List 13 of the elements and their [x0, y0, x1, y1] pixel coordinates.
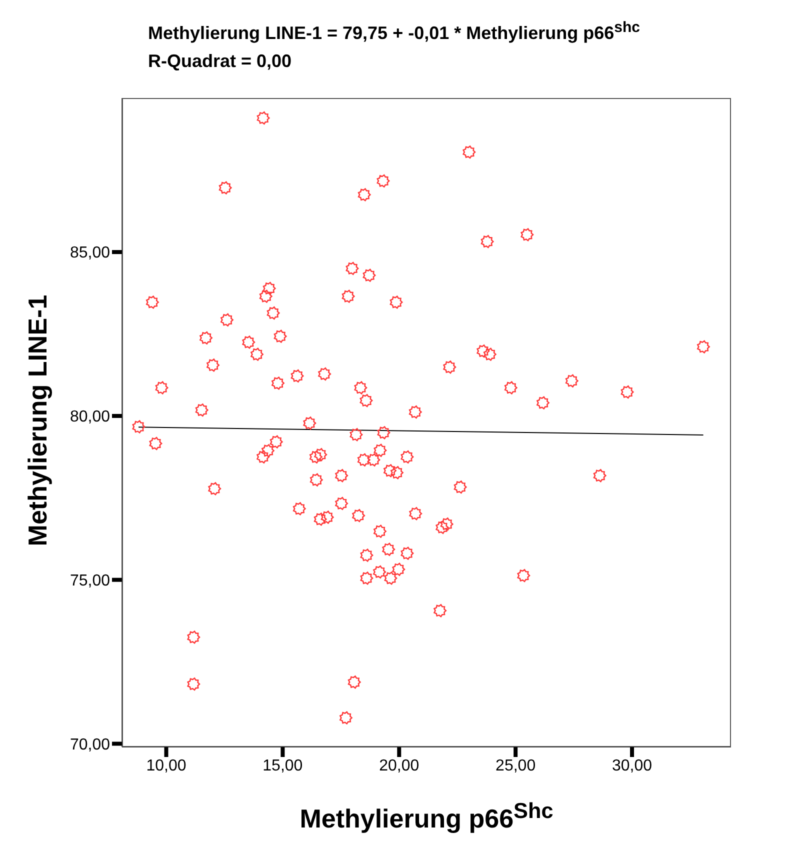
x-tick-label: 25,00: [496, 757, 536, 774]
x-tick-label: 10,00: [146, 757, 186, 774]
x-tick-label: 15,00: [262, 757, 303, 774]
y-axis-title: Methylierung LINE-1: [22, 293, 54, 548]
x-tick-label: 30,00: [612, 757, 652, 774]
x-tick-label: 20,00: [379, 757, 420, 774]
chart-subtitle: R-Quadrat = 0,00: [148, 50, 293, 73]
y-tick-label: 85,00: [70, 244, 110, 262]
y-tick-label: 75,00: [70, 572, 110, 590]
y-tick-label: 70,00: [70, 736, 110, 754]
y-tick-label: 80,00: [70, 408, 110, 426]
x-axis-title: Methylierung p66$^{Shc}$: [298, 798, 554, 835]
chart-title: Methylierung LINE-1 = 79,75 + -0,01 * Methylierung p66$^{shc}$: [148, 18, 640, 45]
